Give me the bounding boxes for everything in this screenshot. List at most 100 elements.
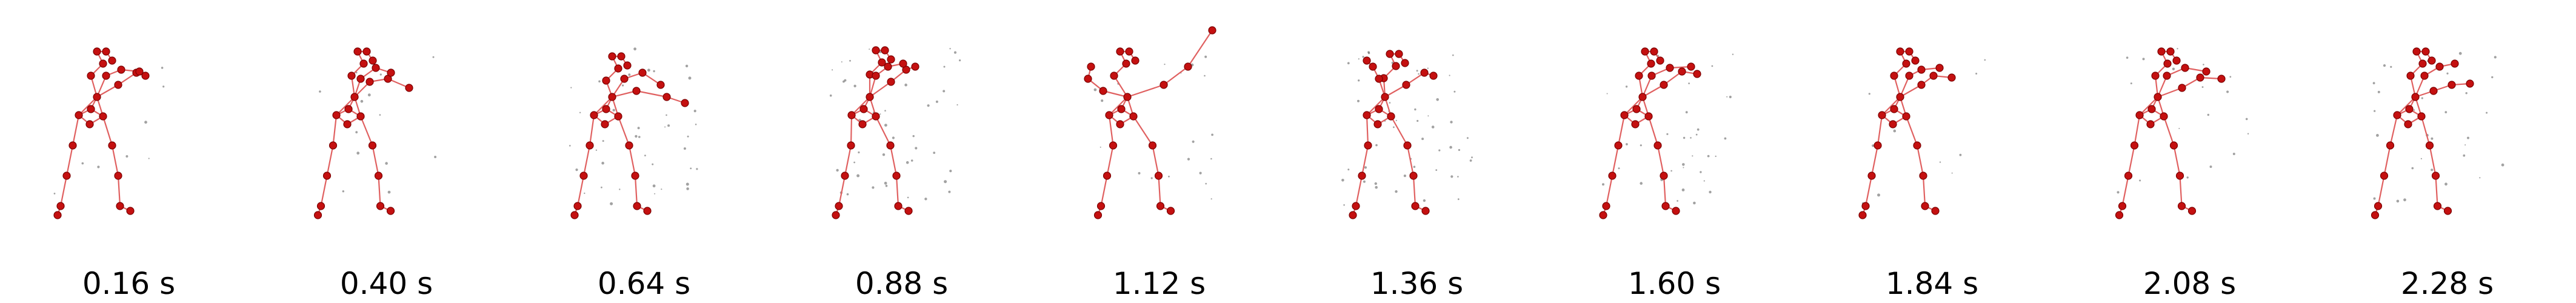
- joint: [1631, 120, 1640, 128]
- trail-point: [1683, 167, 1684, 168]
- trail-point: [1697, 128, 1700, 131]
- trail-point: [569, 145, 571, 147]
- trail-point: [1453, 90, 1456, 93]
- joint: [1647, 59, 1655, 68]
- trail-point: [661, 188, 662, 190]
- joint: [1381, 93, 1389, 101]
- trail-point: [1872, 144, 1875, 147]
- trail-point: [2383, 64, 2386, 67]
- joint: [353, 47, 362, 56]
- trail-point: [907, 196, 909, 199]
- trail-point: [832, 69, 833, 71]
- trail-point: [644, 155, 646, 156]
- joint: [56, 202, 65, 210]
- time-label: 0.64 s: [597, 266, 691, 301]
- joint: [2130, 141, 2139, 150]
- joint: [2175, 171, 2184, 180]
- joint: [1632, 105, 1641, 113]
- joint: [1116, 120, 1124, 128]
- joint: [1602, 202, 1610, 210]
- trail-point: [1724, 137, 1727, 140]
- joint: [602, 76, 610, 85]
- trail-point: [666, 114, 667, 116]
- trail-point: [367, 93, 371, 97]
- bone: [56, 115, 80, 216]
- joint: [2172, 56, 2181, 65]
- trail-point: [2458, 52, 2462, 55]
- bone: [2409, 63, 2423, 98]
- trail-point: [1877, 193, 1880, 197]
- skeleton-joints: [313, 47, 413, 219]
- trail-point: [2431, 137, 2434, 140]
- joint: [1117, 105, 1126, 113]
- trail-point: [1438, 149, 1441, 152]
- joint: [1902, 112, 1910, 121]
- trail-point: [1709, 190, 1712, 194]
- trail-point: [846, 193, 849, 196]
- bone: [336, 96, 355, 116]
- trail-point: [2374, 110, 2376, 112]
- joint: [892, 171, 901, 180]
- trail-point: [1959, 153, 1962, 156]
- motion-trail: [53, 67, 165, 195]
- joint: [633, 202, 641, 210]
- trail-point: [1625, 85, 1628, 88]
- trail-point: [2376, 134, 2379, 137]
- bone: [1861, 115, 1883, 216]
- trail-point: [1418, 73, 1420, 75]
- joint: [586, 141, 594, 150]
- bone: [1624, 96, 1643, 116]
- joint: [2371, 211, 2380, 219]
- joint: [2118, 202, 2127, 210]
- trail-point: [1168, 175, 1170, 178]
- time-label: 1.60 s: [1627, 266, 1721, 301]
- joint: [2181, 64, 2189, 72]
- trail-point: [379, 73, 382, 76]
- joint: [2405, 105, 2414, 113]
- joint: [1363, 111, 1371, 119]
- joint: [108, 56, 116, 65]
- trail-point: [1358, 58, 1360, 60]
- joint: [2418, 59, 2427, 68]
- bone: [2160, 50, 2177, 64]
- joint: [343, 120, 352, 128]
- trail-point: [1626, 143, 1628, 145]
- trail-point: [686, 182, 689, 186]
- joint: [625, 141, 633, 150]
- joint: [1644, 112, 1653, 121]
- joint: [2217, 75, 2226, 83]
- trail-point: [872, 186, 875, 189]
- trail-point: [687, 135, 689, 138]
- bone: [2157, 76, 2222, 98]
- joint: [858, 120, 867, 128]
- joint: [1656, 56, 1664, 65]
- joint: [1110, 72, 1118, 80]
- joint: [904, 207, 913, 215]
- trail-point: [579, 112, 581, 113]
- bone: [612, 72, 661, 98]
- pose-frame-9: 2.08 s: [2061, 0, 2318, 303]
- joint: [1917, 81, 1926, 89]
- joint: [601, 120, 609, 128]
- time-label: 2.08 s: [2143, 266, 2237, 301]
- trail-point: [1685, 111, 1688, 114]
- trail-point: [1435, 169, 1438, 171]
- joint: [638, 68, 647, 77]
- joint: [2435, 62, 2444, 71]
- bone: [1133, 116, 1171, 211]
- trail-point: [948, 190, 951, 193]
- trail-point: [628, 73, 631, 76]
- joint: [2177, 202, 2186, 210]
- joint: [631, 171, 639, 180]
- bone: [2397, 96, 2416, 116]
- joint: [899, 59, 907, 68]
- trail-point: [1975, 73, 1978, 75]
- joint: [1947, 73, 1956, 82]
- joint: [2374, 202, 2383, 210]
- joint: [1123, 93, 1132, 101]
- joint: [1641, 47, 1649, 56]
- joint: [1919, 171, 1927, 180]
- time-label: 2.28 s: [2400, 266, 2494, 301]
- joint: [1349, 211, 1357, 219]
- trail-point: [1466, 137, 1469, 139]
